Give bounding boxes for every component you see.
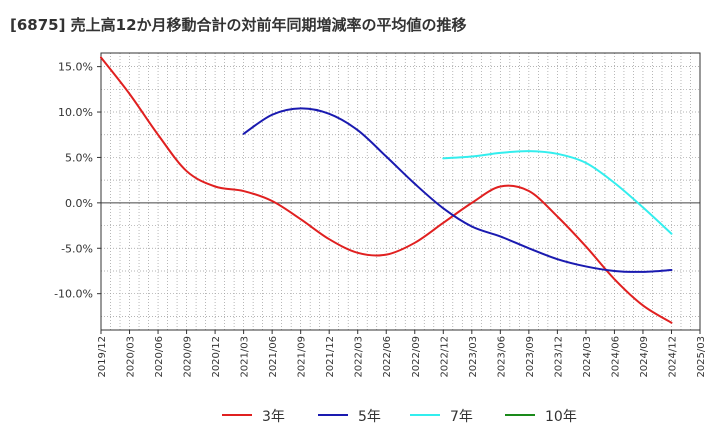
x-tick-label: 2024/09 bbox=[639, 336, 650, 378]
y-tick-label: 10.0% bbox=[58, 106, 93, 119]
x-tick-label: 2023/03 bbox=[468, 336, 479, 378]
x-tick-label: 2025/03 bbox=[696, 336, 707, 378]
grid-layer bbox=[101, 53, 700, 330]
y-tick-label: -10.0% bbox=[54, 288, 93, 301]
x-tick-label: 2023/09 bbox=[525, 336, 536, 378]
series-line-7年 bbox=[442, 150, 673, 235]
x-tick-label: 2020/09 bbox=[183, 336, 194, 378]
x-tick-label: 2023/06 bbox=[496, 336, 507, 378]
x-tick-label: 2024/12 bbox=[667, 336, 678, 378]
series-line-3年 bbox=[100, 56, 673, 324]
x-tick-label: 2019/12 bbox=[97, 336, 108, 378]
chart-title: [6875] 売上高12か月移動合計の対前年同期増減率の平均値の推移 bbox=[10, 16, 467, 34]
x-tick-label: 2021/06 bbox=[268, 336, 279, 378]
axis-layer: 15.0% 10.0% 5.0% 0.0% -5.0% -10.0% 2019/12 2020… bbox=[54, 52, 707, 378]
x-tick-label: 2020/12 bbox=[211, 336, 222, 378]
legend-swatch bbox=[410, 414, 440, 416]
x-tick-label: 2022/03 bbox=[354, 336, 365, 378]
y-tick-label: -5.0% bbox=[61, 242, 93, 255]
x-tick-label: 2022/06 bbox=[382, 336, 393, 378]
x-tick-label: 2022/09 bbox=[411, 336, 422, 378]
x-tick-label: 2020/03 bbox=[126, 336, 137, 378]
x-tick-label: 2023/12 bbox=[553, 336, 564, 378]
legend-label: 5年 bbox=[358, 409, 381, 425]
x-tick-label: 2021/12 bbox=[325, 336, 336, 378]
x-tick-label: 2022/12 bbox=[439, 336, 450, 378]
legend-label: 7年 bbox=[450, 409, 473, 425]
legend-label: 10年 bbox=[545, 409, 577, 425]
y-tick-label: 15.0% bbox=[58, 61, 93, 74]
series-line-5年 bbox=[242, 107, 673, 273]
x-tick-label: 2021/03 bbox=[240, 336, 251, 378]
legend-swatch bbox=[318, 414, 348, 416]
legend-label: 3年 bbox=[262, 409, 285, 425]
x-tick-label: 2020/06 bbox=[154, 336, 165, 378]
x-tick-label: 2021/09 bbox=[297, 336, 308, 378]
y-tick-label: 5.0% bbox=[65, 151, 93, 164]
x-tick-label: 2024/06 bbox=[610, 336, 621, 378]
legend-swatch bbox=[222, 414, 252, 416]
legend-swatch bbox=[505, 414, 535, 416]
series-layer bbox=[100, 56, 673, 324]
x-tick-label: 2024/03 bbox=[582, 336, 593, 378]
y-tick-label: 0.0% bbox=[65, 197, 93, 210]
plot-frame bbox=[100, 52, 701, 331]
